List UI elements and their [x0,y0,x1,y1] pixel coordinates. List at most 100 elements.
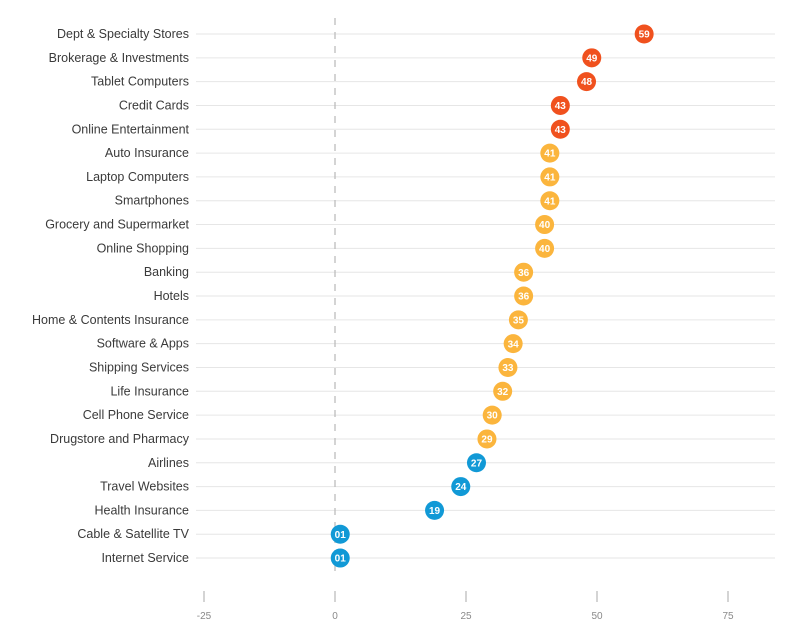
data-point-online-shopping: 40 [535,238,555,258]
data-point-marker [330,548,350,568]
data-point-shipping-services: 33 [498,357,518,377]
x-tick-label: 50 [591,611,603,622]
data-point-auto-insurance: 41 [540,143,560,163]
category-label-dept-and-specialty-stores: Dept & Specialty Stores [57,27,189,41]
data-point-marker [540,143,560,163]
data-point-online-entertainment: 43 [550,119,570,139]
category-label-cell-phone-service: Cell Phone Service [83,408,189,422]
category-label-online-entertainment: Online Entertainment [72,122,190,136]
data-point-marker [634,24,654,44]
category-label-internet-service: Internet Service [101,551,189,565]
data-point-value-label: 59 [639,30,651,41]
data-point-travel-websites: 24 [451,477,471,497]
data-point-marker [503,334,523,354]
x-tick-label: -25 [197,611,212,622]
data-point-banking: 36 [514,262,534,282]
data-point-marker [550,95,570,115]
data-point-value-label: 49 [586,53,598,64]
data-point-internet-service: 01 [330,548,350,568]
data-point-marker [508,310,528,330]
data-point-value-label: 29 [481,435,493,446]
category-label-travel-websites: Travel Websites [100,480,189,494]
data-point-value-label: 01 [335,530,347,541]
data-point-value-label: 41 [544,173,556,184]
x-tick-label: 25 [460,611,472,622]
category-label-grocery-and-supermarket: Grocery and Supermarket [45,218,189,232]
data-point-marker [330,524,350,544]
data-point-value-label: 40 [539,244,551,255]
data-point-marker [535,238,555,258]
data-point-marker [540,167,560,187]
data-point-software-and-apps: 34 [503,334,523,354]
data-point-marker [514,286,534,306]
data-point-marker [514,262,534,282]
data-point-marker [498,357,518,377]
category-label-airlines: Airlines [148,456,189,470]
category-label-hotels: Hotels [154,289,189,303]
data-point-hotels: 36 [514,286,534,306]
data-point-grocery-and-supermarket: 40 [535,215,555,235]
data-point-marker [577,72,597,92]
data-point-dept-and-specialty-stores: 59 [634,24,654,44]
category-label-software-and-apps: Software & Apps [97,337,189,351]
data-point-marker [550,119,570,139]
data-point-value-label: 40 [539,220,551,231]
category-label-online-shopping: Online Shopping [97,241,189,255]
x-tick-label: 0 [332,611,338,622]
data-point-value-label: 43 [555,101,567,112]
category-label-laptop-computers: Laptop Computers [86,170,189,184]
data-point-value-label: 24 [455,482,467,493]
gridlines [196,33,775,559]
category-label-home-and-contents-insurance: Home & Contents Insurance [32,313,189,327]
category-label-banking: Banking [144,265,189,279]
data-point-value-label: 36 [518,292,530,303]
data-point-marker [477,429,497,449]
data-point-airlines: 27 [466,453,486,473]
data-point-marker [451,477,471,497]
category-label-shipping-services: Shipping Services [89,360,189,374]
x-axis: -25 0 25 50 75 [197,591,734,622]
category-label-life-insurance: Life Insurance [110,384,189,398]
data-point-tablet-computers: 48 [577,72,597,92]
data-point-credit-cards: 43 [550,95,570,115]
data-point-value-label: 35 [513,315,525,326]
data-point-value-label: 48 [581,77,593,88]
data-point-value-label: 36 [518,268,530,279]
data-point-marker [540,191,560,211]
data-point-value-label: 41 [544,196,556,207]
data-point-marker [425,500,445,520]
data-point-drugstore-and-pharmacy: 29 [477,429,497,449]
category-label-smartphones: Smartphones [115,194,189,208]
data-point-marker [582,48,602,68]
category-label-brokerage-and-investments: Brokerage & Investments [49,51,189,65]
data-point-laptop-computers: 41 [540,167,560,187]
category-label-cable-and-satellite-tv: Cable & Satellite TV [77,527,189,541]
data-points: 59 49 48 43 43 41 41 41 40 40 36 36 35 34 33 32 30 29 27 24… [330,24,654,568]
category-label-drugstore-and-pharmacy: Drugstore and Pharmacy [50,432,190,446]
x-tick-label: 75 [722,611,734,622]
data-point-cell-phone-service: 30 [482,405,502,425]
data-point-smartphones: 41 [540,191,560,211]
data-point-brokerage-and-investments: 49 [582,48,602,68]
data-point-health-insurance: 19 [425,500,445,520]
data-point-value-label: 30 [487,411,499,422]
data-point-marker [466,453,486,473]
category-label-tablet-computers: Tablet Computers [91,75,189,89]
data-point-marker [493,381,513,401]
data-point-value-label: 41 [544,149,556,160]
data-point-value-label: 01 [335,554,347,565]
category-label-auto-insurance: Auto Insurance [105,146,189,160]
data-point-value-label: 32 [497,387,509,398]
data-point-value-label: 34 [508,339,520,350]
category-label-credit-cards: Credit Cards [119,98,189,112]
data-point-value-label: 27 [471,458,483,469]
data-point-marker [482,405,502,425]
data-point-marker [535,215,555,235]
data-point-cable-and-satellite-tv: 01 [330,524,350,544]
data-point-value-label: 43 [555,125,567,136]
data-point-value-label: 33 [502,363,514,374]
data-point-life-insurance: 32 [493,381,513,401]
category-labels: Dept & Specialty Stores Brokerage & Inves… [32,27,190,565]
data-point-home-and-contents-insurance: 35 [508,310,528,330]
